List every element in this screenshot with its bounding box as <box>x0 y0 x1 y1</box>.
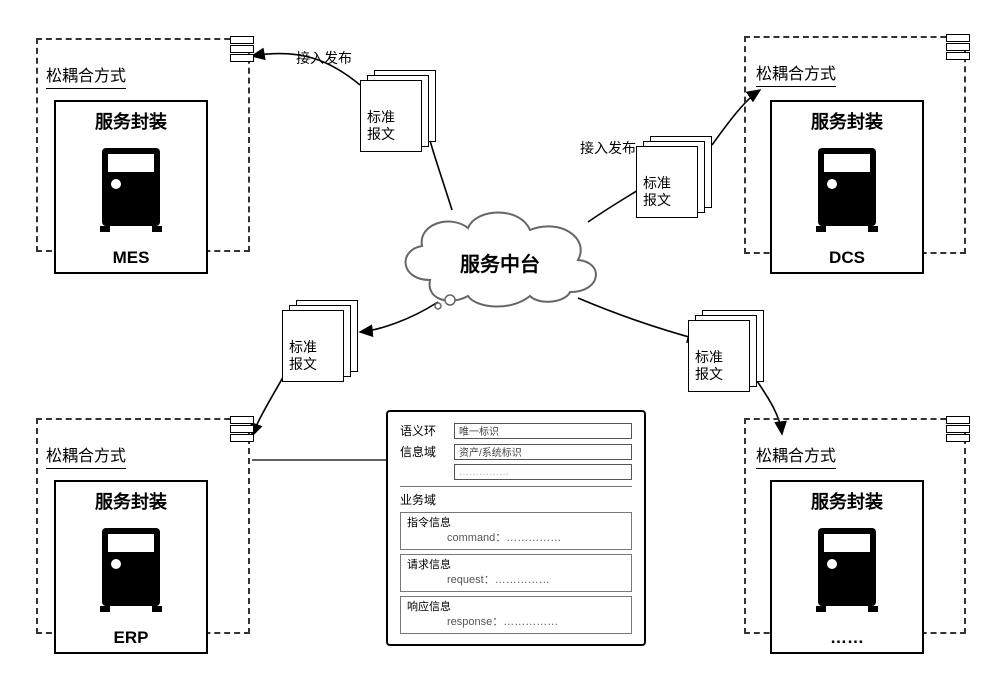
detail-unique-id: 唯一标识 <box>454 423 632 439</box>
doc-stack-tr: 标准报文 <box>636 136 716 216</box>
detail-cmd-box: 指令信息 command：…………… <box>400 512 632 550</box>
server-icon <box>96 142 166 232</box>
binding-icon <box>946 416 970 443</box>
service-platform-cloud: 服务中台 <box>390 200 610 310</box>
detail-req-box: 请求信息 request：…………… <box>400 554 632 592</box>
edge-label-tl: 接入发布 <box>296 48 352 68</box>
detail-semantic-ring: 语义环 <box>400 422 454 439</box>
detail-info-domain: 信息域 <box>400 443 454 460</box>
doc-stack-bl: 标准报文 <box>282 300 362 380</box>
cloud-label: 服务中台 <box>390 248 610 277</box>
service-wrap-other: 服务封装 …… <box>770 480 924 654</box>
detail-res-title: 响应信息 <box>407 600 625 615</box>
service-wrap-title: 服务封装 <box>772 488 922 514</box>
detail-empty-field: …………… <box>454 464 632 480</box>
binding-icon <box>230 36 254 63</box>
sys-label-erp: ERP <box>56 628 206 648</box>
doc-line2: 报文 <box>289 356 317 372</box>
service-wrap-title: 服务封装 <box>56 488 206 514</box>
coupling-label-dcs: 松耦合方式 <box>756 60 836 87</box>
detail-cmd-title: 指令信息 <box>407 516 625 531</box>
message-detail-panel: 语义环 唯一标识 信息域 资产/系统标识 …………… 业务域 指令信息 comm… <box>386 410 646 646</box>
detail-res-box: 响应信息 response：…………… <box>400 596 632 634</box>
detail-asset-sys-id: 资产/系统标识 <box>454 444 632 460</box>
service-wrap-dcs: 服务封装 DCS <box>770 100 924 274</box>
doc-line2: 报文 <box>367 126 395 142</box>
edge-label-tr: 接入发布 <box>580 138 636 158</box>
server-icon <box>96 522 166 612</box>
detail-biz-domain: 业务域 <box>400 486 632 508</box>
detail-res-line: response：…………… <box>407 615 625 630</box>
service-wrap-erp: 服务封装 ERP <box>54 480 208 654</box>
sys-label-dcs: DCS <box>772 248 922 268</box>
server-icon <box>812 142 882 232</box>
service-wrap-title: 服务封装 <box>772 108 922 134</box>
coupling-label-mes: 松耦合方式 <box>46 62 126 89</box>
coupling-label-erp: 松耦合方式 <box>46 442 126 469</box>
detail-req-title: 请求信息 <box>407 558 625 573</box>
binding-icon <box>946 34 970 61</box>
doc-line1: 标准 <box>367 109 395 125</box>
coupling-label-other: 松耦合方式 <box>756 442 836 469</box>
binding-icon <box>230 416 254 443</box>
sys-label-other: …… <box>772 628 922 648</box>
server-icon <box>812 522 882 612</box>
service-wrap-mes: 服务封装 MES <box>54 100 208 274</box>
detail-cmd-line: command：…………… <box>407 531 625 546</box>
doc-line1: 标准 <box>289 339 317 355</box>
service-wrap-title: 服务封装 <box>56 108 206 134</box>
doc-line1: 标准 <box>695 349 723 365</box>
doc-stack-br: 标准报文 <box>688 310 768 390</box>
arrow-bl-doc-erp <box>252 372 286 436</box>
doc-line2: 报文 <box>643 192 671 208</box>
doc-line2: 报文 <box>695 366 723 382</box>
doc-stack-tl: 标准报文 <box>360 70 440 150</box>
detail-req-line: request：…………… <box>407 573 625 588</box>
sys-label-mes: MES <box>56 248 206 268</box>
doc-line1: 标准 <box>643 175 671 191</box>
